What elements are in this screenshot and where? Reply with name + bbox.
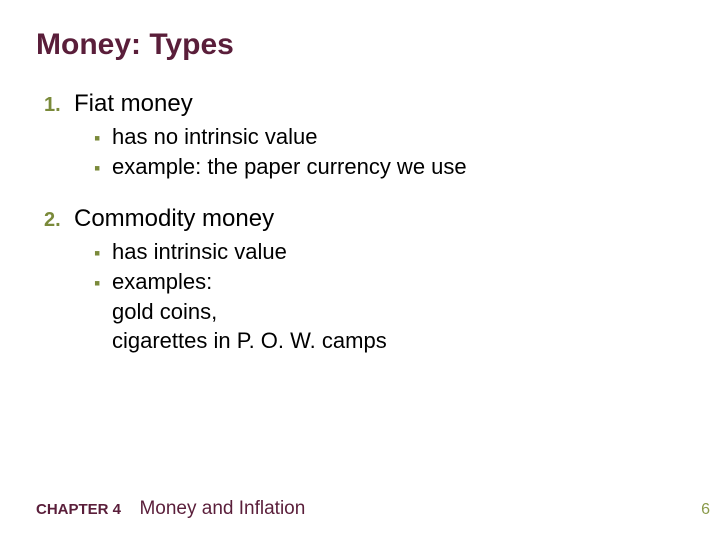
square-bullet-icon: ▪ bbox=[94, 122, 112, 150]
sub-extra-line: gold coins, bbox=[112, 297, 684, 327]
item-number: 1. bbox=[44, 94, 74, 117]
sub-item: ▪ has no intrinsic value bbox=[94, 122, 684, 152]
sub-item: ▪ examples: bbox=[94, 267, 684, 297]
footer: CHAPTER 4 Money and Inflation 6 bbox=[36, 498, 710, 520]
sub-text: has intrinsic value bbox=[112, 237, 287, 267]
square-bullet-icon: ▪ bbox=[94, 152, 112, 180]
chapter-label: CHAPTER 4 bbox=[36, 501, 121, 518]
sub-item: ▪ has intrinsic value bbox=[94, 237, 684, 267]
square-bullet-icon: ▪ bbox=[94, 237, 112, 265]
square-bullet-icon: ▪ bbox=[94, 267, 112, 295]
numbered-row: 1. Fiat money bbox=[44, 90, 684, 118]
sub-extra-line: cigarettes in P. O. W. camps bbox=[112, 326, 684, 356]
slide: Money: Types 1. Fiat money ▪ has no intr… bbox=[0, 0, 720, 540]
chapter-title: Money and Inflation bbox=[139, 498, 305, 519]
item-label: Fiat money bbox=[74, 90, 193, 118]
sub-text: example: the paper currency we use bbox=[112, 152, 467, 182]
list-item: 2. Commodity money ▪ has intrinsic value… bbox=[36, 205, 684, 356]
list-item: 1. Fiat money ▪ has no intrinsic value ▪… bbox=[36, 90, 684, 181]
sublist: ▪ has no intrinsic value ▪ example: the … bbox=[94, 122, 684, 181]
item-label: Commodity money bbox=[74, 205, 274, 233]
page-number: 6 bbox=[701, 501, 710, 519]
numbered-row: 2. Commodity money bbox=[44, 205, 684, 233]
sub-item: ▪ example: the paper currency we use bbox=[94, 152, 684, 182]
sublist: ▪ has intrinsic value ▪ examples: gold c… bbox=[94, 237, 684, 356]
footer-left: CHAPTER 4 Money and Inflation bbox=[36, 498, 305, 520]
item-number: 2. bbox=[44, 209, 74, 232]
slide-title: Money: Types bbox=[36, 28, 684, 62]
sub-text: examples: bbox=[112, 267, 212, 297]
sub-text: has no intrinsic value bbox=[112, 122, 317, 152]
